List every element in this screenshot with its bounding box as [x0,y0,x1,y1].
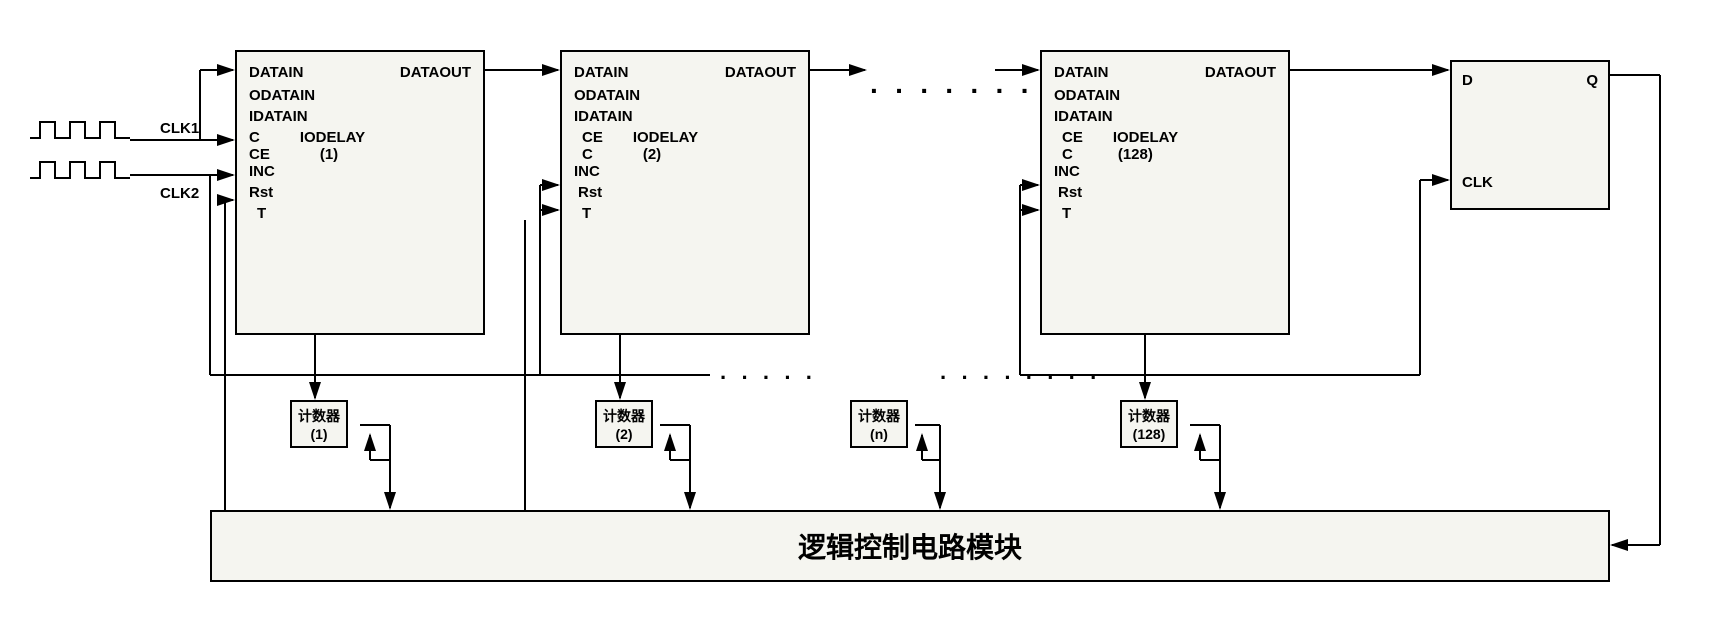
counter-index: (128) [1128,426,1170,442]
datain-label: DATAIN [1054,64,1108,81]
counter-index: (n) [858,426,900,442]
inc-label: INC [249,163,471,180]
counter-index: (2) [603,426,645,442]
ellipsis-mid2: · · · · · · · · [940,365,1101,391]
odatain-label: ODATAIN [574,87,796,104]
counter-label: 计数器 [1128,406,1170,426]
clk1-waveform [30,120,130,142]
clk2-label: CLK2 [160,185,199,202]
idatain-label: IDATAIN [249,108,471,125]
c-label: C [582,146,593,163]
logic-control-block: 逻辑控制电路模块 [210,510,1610,582]
odatain-label: ODATAIN [249,87,471,104]
rst-label: Rst [578,184,796,201]
counter-label: 计数器 [298,406,340,426]
t-label: T [1062,205,1276,222]
clk2-waveform [30,160,130,182]
q-label: Q [1586,72,1598,89]
ce-label: CE [582,129,603,146]
counter-128: 计数器 (128) [1120,400,1178,448]
rst-label: Rst [1058,184,1276,201]
ce-label: CE [1062,129,1083,146]
inc-label: INC [574,163,796,180]
rst-label: Rst [249,184,471,201]
idatain-label: IDATAIN [574,108,796,125]
iodelay-block-128: DATAIN DATAOUT ODATAIN IDATAIN CE IODELA… [1040,50,1290,335]
inc-label: INC [1054,163,1276,180]
datain-label: DATAIN [574,64,628,81]
c-label: C [249,129,260,146]
iodelay-title: IODELAY [300,129,365,146]
logic-control-label: 逻辑控制电路模块 [798,526,1022,566]
t-label: T [582,205,796,222]
ellipsis-mid1: · · · · · [720,365,817,391]
counter-2: 计数器 (2) [595,400,653,448]
c-label: C [1062,146,1073,163]
flipflop-block: D Q CLK [1450,60,1610,210]
clk-label: CLK [1462,174,1493,191]
ce-label: CE [249,146,270,163]
dataout-label: DATAOUT [725,64,796,81]
datain-label: DATAIN [249,64,303,81]
counter-index: (1) [298,426,340,442]
iodelay-title: IODELAY [633,129,698,146]
iodelay-title: IODELAY [1113,129,1178,146]
iodelay-index: (2) [643,146,661,163]
d-label: D [1462,72,1473,89]
t-label: T [257,205,471,222]
iodelay-block-1: DATAIN DATAOUT ODATAIN IDATAIN C IODELAY… [235,50,485,335]
counter-1: 计数器 (1) [290,400,348,448]
counter-label: 计数器 [603,406,645,426]
odatain-label: ODATAIN [1054,87,1276,104]
iodelay-index: (1) [320,146,338,163]
block-diagram: CLK1 CLK2 DATAIN DATAOUT ODATAIN IDATAIN… [20,20,1692,599]
iodelay-index: (128) [1118,146,1153,163]
idatain-label: IDATAIN [1054,108,1276,125]
iodelay-block-2: DATAIN DATAOUT ODATAIN IDATAIN CE IODELA… [560,50,810,335]
clk1-label: CLK1 [160,120,199,137]
dataout-label: DATAOUT [1205,64,1276,81]
dataout-label: DATAOUT [400,64,471,81]
counter-label: 计数器 [858,406,900,426]
counter-n: 计数器 (n) [850,400,908,448]
